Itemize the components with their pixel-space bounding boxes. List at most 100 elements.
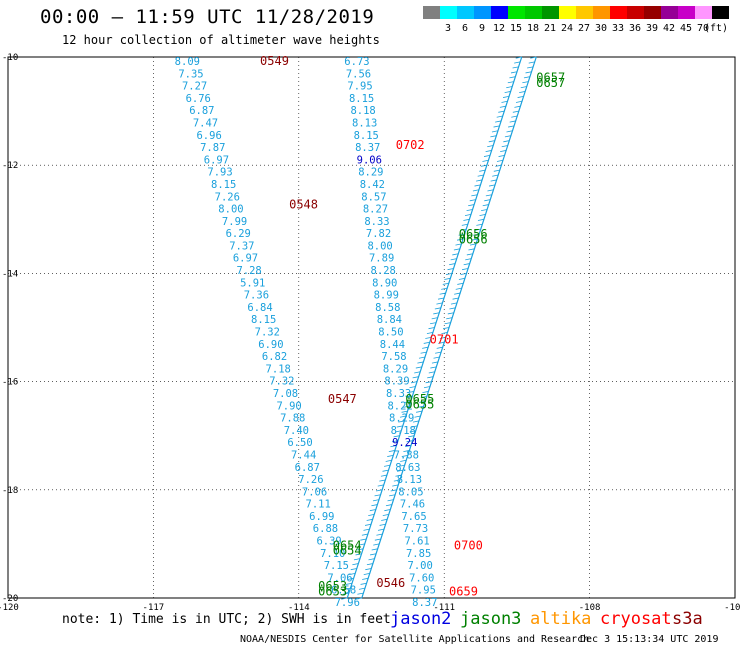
legend-swatch: [678, 6, 695, 19]
swath-tick: [384, 464, 391, 467]
swh-value: 7.28: [236, 265, 261, 277]
swh-value: 7.99: [222, 216, 247, 228]
swath-tick: [495, 164, 502, 167]
swath-tick: [420, 351, 427, 354]
swath-tick: [496, 159, 504, 162]
legend-label: 3: [444, 23, 452, 34]
swath-tick: [355, 597, 362, 600]
swh-value: 6.73: [344, 56, 369, 68]
swh-value: 6.88: [313, 523, 338, 535]
swath-tick: [465, 258, 472, 261]
swh-value: 6.96: [196, 130, 221, 142]
swh-value: 7.32: [269, 376, 294, 388]
swh-value: 8.00: [218, 204, 243, 216]
swh-value: 8.15: [251, 314, 276, 326]
swath-tick: [407, 391, 414, 394]
swh-value: 6.90: [258, 339, 283, 351]
swh-value: 8.90: [372, 277, 397, 289]
swath-tick: [434, 307, 441, 310]
swath-tick: [385, 504, 393, 507]
swath-tick: [401, 410, 408, 413]
swath-tick: [403, 405, 410, 408]
swath-tick: [461, 223, 468, 226]
swath-tick: [430, 322, 437, 325]
swh-value: 8.84: [377, 314, 402, 326]
pass-label: 0657: [536, 76, 565, 90]
swath-tick: [433, 356, 440, 359]
swath-tick: [449, 307, 456, 310]
swath-tick: [428, 327, 435, 330]
swath-tick: [491, 130, 499, 133]
swath-tick: [376, 489, 383, 492]
swh-value: 7.26: [215, 191, 240, 203]
swath-tick: [344, 587, 351, 590]
swath-tick: [445, 273, 453, 275]
swath-tick: [385, 459, 392, 462]
mission-s3a: s3a: [672, 609, 703, 629]
y-tick-label: -16: [2, 378, 18, 388]
swh-value: 7.32: [255, 327, 280, 339]
swh-value: 8.50: [378, 327, 403, 339]
map-border: [7, 56, 736, 599]
swath-tick: [495, 120, 502, 123]
swath-tick: [358, 543, 365, 546]
swh-value: 7.58: [381, 351, 406, 363]
chart-title: 00:00 – 11:59 UTC 11/28/2019: [40, 6, 375, 28]
swh-value: 8.05: [398, 486, 423, 498]
swath-tick: [366, 518, 373, 521]
swath-tick: [342, 592, 349, 595]
swh-value: 7.36: [244, 290, 269, 302]
swh-value: 7.44: [291, 449, 316, 461]
swh-value: 8.29: [358, 167, 383, 179]
swh-value: 8.09: [175, 56, 200, 68]
swath-tick: [493, 125, 500, 128]
x-tick-label: -120: [0, 603, 19, 613]
swath-tick: [468, 204, 475, 207]
swath-tick: [509, 76, 516, 79]
pass-label: 0653: [318, 584, 347, 598]
swath-tick: [396, 469, 404, 472]
mission-jason2: jason2: [390, 609, 452, 629]
swath-tick: [387, 499, 394, 502]
swath-tick: [504, 135, 511, 138]
swh-value: 7.26: [298, 474, 323, 486]
pass-label: 0656: [459, 227, 488, 241]
swh-value: 6.29: [226, 228, 251, 240]
swh-value: 8.63: [395, 462, 420, 474]
swh-value: 6.87: [189, 105, 214, 117]
swh-value: 7.82: [366, 228, 391, 240]
swath-tick: [415, 366, 422, 369]
swath-tick: [469, 199, 476, 202]
swath-tick: [463, 218, 470, 221]
y-tick-label: -20: [2, 594, 18, 604]
swh-value: 7.95: [411, 585, 436, 597]
swh-value: 8.18: [391, 425, 416, 437]
swath-tick: [401, 454, 408, 457]
swath-tick: [436, 302, 443, 305]
swh-value: 8.37: [412, 597, 437, 609]
swath-tick: [398, 420, 405, 423]
swh-value: 7.56: [346, 68, 371, 80]
legend-swatch: [525, 6, 542, 19]
swath-tick: [488, 184, 496, 187]
swath-tick: [368, 558, 375, 561]
swath-tick: [487, 145, 494, 148]
swath-tick: [454, 292, 461, 295]
swh-value: 7.06: [327, 572, 352, 584]
legend-label: 12: [492, 23, 506, 34]
legend-swatch: [610, 6, 627, 19]
swath-tick: [447, 268, 454, 271]
legend-label: 30: [594, 23, 608, 34]
x-tick-label: -108: [579, 603, 601, 613]
legend-swatch: [627, 6, 644, 19]
swath-tick: [453, 248, 460, 251]
swh-value: 8.00: [367, 240, 392, 252]
swh-value: 7.89: [369, 253, 394, 265]
swath-tick: [404, 400, 411, 403]
y-tick-label: -12: [2, 161, 18, 171]
swh-value: 8.15: [211, 179, 236, 191]
swath-tick: [481, 209, 488, 212]
swh-value: 8.28: [371, 265, 396, 277]
swath-tick: [408, 435, 415, 438]
swath-tick: [418, 356, 426, 359]
